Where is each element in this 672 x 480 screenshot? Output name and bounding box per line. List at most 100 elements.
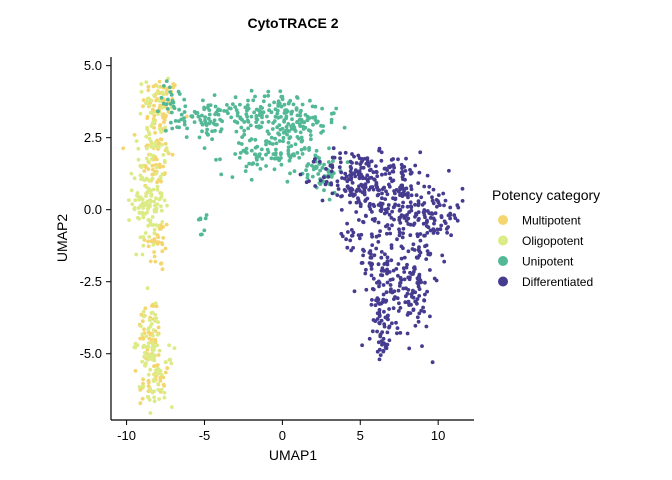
data-point [254, 124, 259, 129]
data-point [258, 111, 262, 115]
data-point [310, 115, 315, 120]
data-point [157, 348, 162, 353]
data-point [301, 120, 306, 125]
data-point [132, 176, 137, 181]
data-point [418, 238, 423, 243]
legend-swatch [498, 276, 508, 287]
data-point [456, 205, 461, 210]
data-point [326, 175, 331, 179]
data-point [195, 111, 200, 115]
data-point [398, 280, 403, 285]
data-point [408, 200, 413, 205]
data-point [393, 196, 398, 201]
data-point [359, 160, 364, 165]
x-axis-title: UMAP1 [269, 447, 317, 463]
data-point [443, 198, 448, 203]
data-point [342, 125, 347, 130]
data-point [141, 243, 146, 248]
data-point [405, 262, 409, 267]
data-point [159, 137, 164, 142]
data-point [428, 314, 432, 319]
data-point [155, 184, 160, 189]
data-point [452, 213, 457, 218]
data-point [383, 172, 388, 176]
data-point [253, 145, 258, 150]
data-point [299, 139, 304, 144]
data-point [134, 139, 139, 144]
data-point [151, 328, 156, 332]
data-point [360, 261, 365, 265]
data-point [141, 377, 146, 382]
data-point [254, 116, 259, 121]
data-point [145, 395, 150, 399]
data-point [379, 255, 384, 260]
data-point [257, 152, 262, 157]
legend-swatch [498, 256, 508, 266]
data-point [162, 384, 167, 388]
data-point [162, 198, 167, 203]
data-point [252, 152, 257, 157]
data-point [285, 128, 290, 133]
data-point [435, 231, 440, 235]
data-point [211, 121, 216, 126]
data-point [156, 381, 161, 386]
data-point [409, 171, 414, 175]
data-point [377, 188, 381, 193]
data-point [150, 215, 155, 219]
data-point [121, 146, 126, 151]
data-point [435, 227, 440, 232]
data-point [413, 202, 417, 207]
y-tick-label: -5.0 [80, 346, 102, 361]
data-point [143, 306, 148, 311]
data-point [248, 123, 253, 128]
data-point [233, 105, 238, 109]
data-point [364, 267, 368, 272]
data-point [402, 277, 407, 282]
data-point [145, 125, 150, 130]
data-point [324, 167, 328, 171]
data-point [127, 218, 131, 223]
data-point [365, 173, 370, 178]
data-point [394, 267, 399, 271]
data-point [383, 197, 388, 202]
data-point [334, 106, 339, 111]
data-point [337, 165, 342, 170]
data-point [154, 196, 158, 201]
data-point [387, 212, 392, 217]
data-point [377, 284, 381, 289]
data-point [156, 84, 161, 89]
data-point [158, 124, 162, 129]
data-point [255, 162, 260, 167]
data-point [446, 213, 451, 218]
data-point [153, 340, 158, 345]
data-point [396, 203, 401, 208]
data-point [158, 375, 163, 380]
data-point [159, 191, 164, 196]
data-point [139, 82, 144, 86]
data-point [273, 107, 278, 112]
data-point [387, 171, 392, 176]
data-point [327, 146, 331, 151]
data-point [294, 106, 299, 111]
data-point [269, 135, 274, 140]
data-point [432, 229, 437, 233]
data-point [141, 384, 146, 389]
data-point [299, 135, 304, 140]
data-point [389, 246, 394, 250]
data-point [152, 103, 156, 108]
data-point [189, 114, 194, 118]
data-point [158, 378, 163, 383]
data-point [138, 388, 143, 392]
data-point [436, 193, 441, 198]
data-point [151, 302, 155, 307]
data-point [350, 152, 354, 156]
data-point [300, 102, 305, 107]
data-point [376, 297, 381, 302]
data-point [237, 141, 241, 145]
data-point [184, 114, 189, 119]
data-point [380, 266, 385, 271]
data-point [356, 172, 361, 177]
data-point [155, 187, 160, 192]
data-point [343, 171, 348, 176]
data-point [159, 261, 164, 266]
